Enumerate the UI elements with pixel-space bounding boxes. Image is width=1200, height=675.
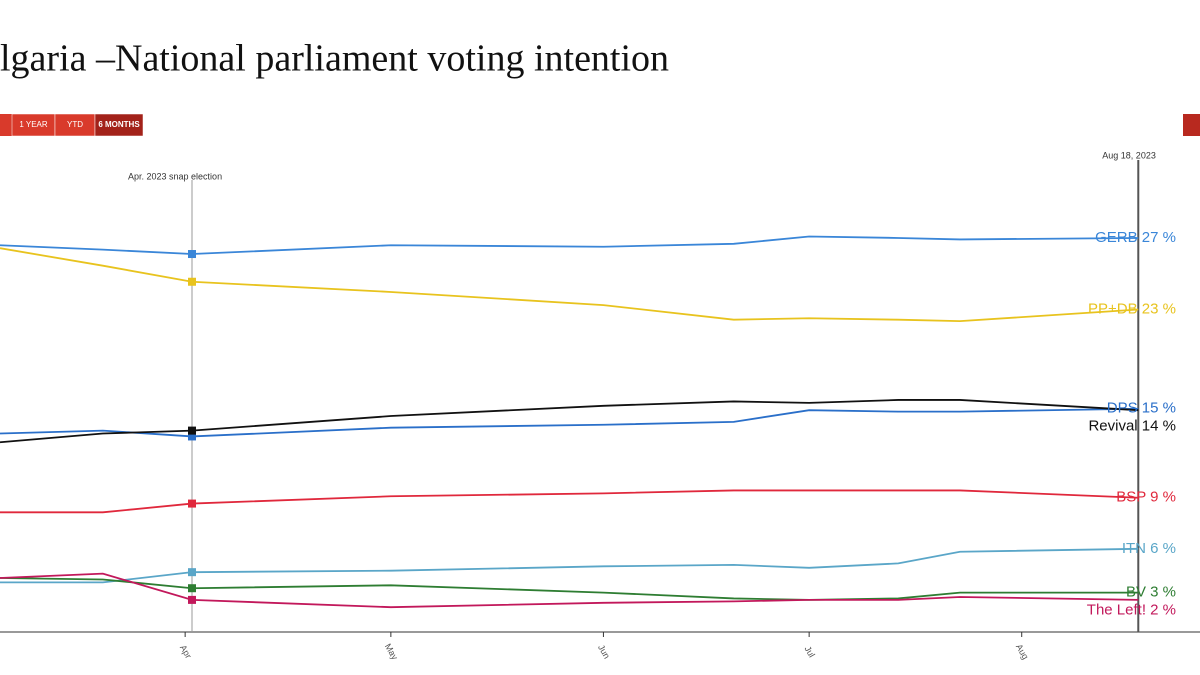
election-marker — [188, 499, 196, 508]
series-end-label: BV 3 % — [1126, 584, 1176, 601]
series-end-label: BSP 9 % — [1116, 489, 1176, 506]
election-marker — [188, 277, 196, 286]
x-tick-label: Jul — [802, 644, 816, 659]
election-marker — [188, 595, 196, 604]
series-end-label: ITN 6 % — [1122, 540, 1176, 557]
election-marker — [188, 584, 196, 593]
series-end-label: GERB 27 % — [1095, 229, 1176, 246]
series-end-label: Revival 14 % — [1088, 418, 1176, 435]
series-line — [0, 489, 1139, 514]
range-button[interactable] — [94, 113, 144, 137]
x-tick-label: Jun — [596, 643, 612, 661]
series-line — [0, 399, 1139, 444]
election-marker — [188, 250, 196, 259]
series-end-label: The Left! 2 % — [1087, 602, 1176, 619]
chart-title: lgaria –National parliament voting inten… — [0, 38, 669, 80]
x-tick-label: Aug — [1014, 642, 1031, 661]
x-tick-label: May — [383, 642, 400, 662]
series-line — [0, 547, 1139, 584]
range-button-label[interactable]: 1 YEAR — [19, 120, 48, 129]
series-line — [0, 407, 1139, 438]
series-end-label: PP+DB 23 % — [1088, 300, 1176, 317]
election-marker — [188, 432, 196, 441]
series-end-label: DPS 15 % — [1107, 400, 1176, 417]
election-marker — [188, 426, 196, 435]
series-line — [0, 247, 1139, 323]
range-button-label[interactable]: YTD — [67, 120, 83, 129]
election-marker — [188, 568, 196, 577]
annotation-label: Aug 18, 2023 — [1102, 150, 1156, 160]
series-line — [0, 572, 1139, 609]
x-tick-label: Apr — [178, 643, 194, 660]
series-line — [0, 235, 1139, 255]
annotation-label: Apr. 2023 snap election — [128, 171, 222, 181]
series-line — [0, 577, 1139, 601]
range-button-cropped[interactable] — [1183, 114, 1200, 136]
range-button-label[interactable]: 6 MONTHS — [98, 120, 140, 129]
range-button-cropped[interactable] — [0, 114, 12, 136]
